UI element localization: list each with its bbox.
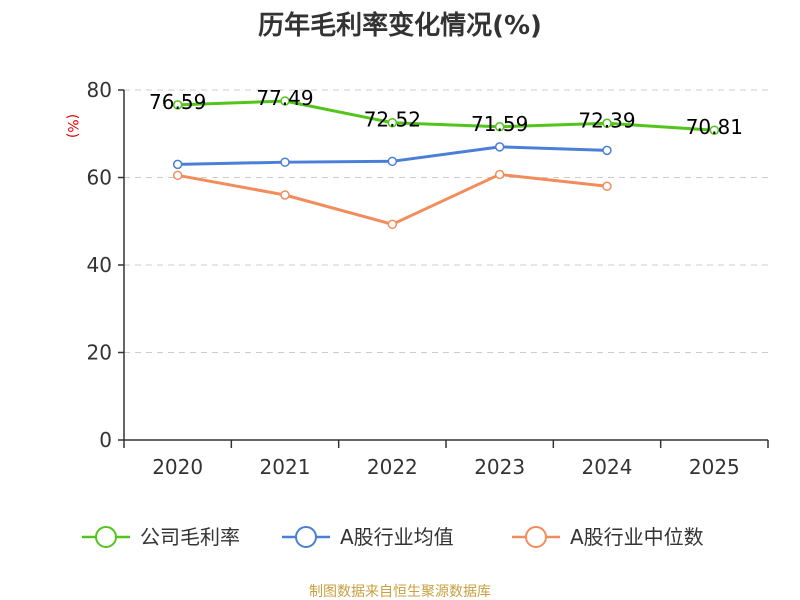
x-tick-label: 2025 <box>689 455 740 479</box>
data-point[interactable] <box>172 159 183 170</box>
data-label: 72.52 <box>364 108 421 132</box>
data-label: 77.49 <box>256 86 313 110</box>
legend-item-0[interactable]: 公司毛利率 <box>82 525 240 549</box>
legend[interactable]: 公司毛利率 A股行业均值 A股行业中位数 <box>82 525 704 549</box>
x-tick-label: 2023 <box>474 455 525 479</box>
legend-label: A股行业中位数 <box>570 525 704 549</box>
data-point[interactable] <box>280 190 290 200</box>
data-point[interactable] <box>494 142 505 152</box>
legend-label: 公司毛利率 <box>140 525 240 549</box>
data-point[interactable] <box>280 96 290 106</box>
legend-item-2[interactable]: A股行业中位数 <box>512 525 704 549</box>
y-tick-label: 40 <box>87 253 112 277</box>
data-labels: 76.59 77.49 72.52 71.59 72.39 70.81 <box>149 86 743 139</box>
data-point[interactable] <box>387 219 398 230</box>
series-2 <box>172 169 612 230</box>
series-line <box>177 172 608 226</box>
data-label: 71.59 <box>471 112 528 136</box>
series-group <box>172 96 720 230</box>
legend-item-1[interactable]: A股行业均值 <box>282 525 454 549</box>
source-note: 制图数据来自恒生聚源数据库 <box>309 584 491 600</box>
data-label: 72.39 <box>578 108 635 132</box>
y-tick-label: 60 <box>87 166 112 190</box>
data-point[interactable] <box>387 156 398 167</box>
legend-label: A股行业均值 <box>340 525 454 549</box>
data-point[interactable] <box>387 117 398 128</box>
legend-marker <box>295 526 317 548</box>
grid-lines <box>124 89 768 353</box>
legend-marker <box>525 526 547 548</box>
x-tick-label: 2024 <box>582 455 633 479</box>
data-point[interactable] <box>602 118 612 129</box>
y-tick-label: 80 <box>87 78 112 102</box>
y-tick-label: 0 <box>99 428 112 452</box>
y-axis-label: (%) <box>64 114 80 138</box>
series-0 <box>172 96 720 135</box>
data-point[interactable] <box>172 170 183 181</box>
y-tick-label: 20 <box>87 341 112 365</box>
x-tick-label: 2020 <box>152 455 203 479</box>
data-point[interactable] <box>494 122 505 132</box>
data-point[interactable] <box>602 181 612 191</box>
axes: 0 20 40 60 80 2020 2021 2022 2023 2024 2025 <box>87 78 769 479</box>
data-label: 76.59 <box>149 90 206 114</box>
data-label: 70.81 <box>686 115 743 139</box>
data-point[interactable] <box>172 100 183 110</box>
data-point[interactable] <box>602 145 612 156</box>
x-tick-label: 2021 <box>260 455 311 479</box>
data-point[interactable] <box>709 125 720 135</box>
series-1 <box>172 142 612 170</box>
chart-title: 历年毛利率变化情况(%) <box>258 10 542 41</box>
legend-marker <box>95 526 117 548</box>
series-line <box>177 99 715 132</box>
data-point[interactable] <box>280 157 290 167</box>
data-point[interactable] <box>494 169 505 180</box>
x-tick-label: 2022 <box>367 455 418 479</box>
